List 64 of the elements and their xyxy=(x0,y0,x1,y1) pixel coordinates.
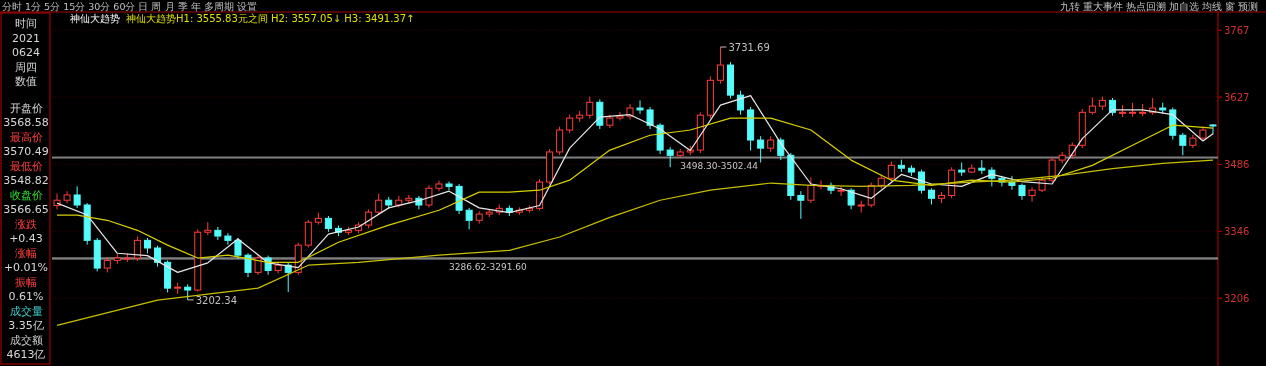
text: 成交额 xyxy=(9,333,43,347)
text: 2021 xyxy=(12,31,40,45)
candlestick xyxy=(73,185,81,209)
candlestick xyxy=(224,232,232,246)
text: 4613亿 xyxy=(6,348,46,361)
text: 开盘价 xyxy=(9,101,43,115)
candlestick xyxy=(214,226,222,241)
candlestick xyxy=(1018,183,1026,201)
text: 收盘价 xyxy=(9,188,43,202)
candlestick xyxy=(1028,186,1036,203)
candlestick xyxy=(847,187,855,210)
candlestick xyxy=(807,177,815,204)
chart-title: 神仙大趋势 xyxy=(70,13,120,24)
line-series xyxy=(56,159,1214,326)
y-tick-label: 3627 xyxy=(1224,92,1250,104)
candlestick xyxy=(646,106,654,130)
y-tick-label: 3767 xyxy=(1224,25,1250,37)
candlestick xyxy=(797,190,805,220)
text: 0.61% xyxy=(8,290,44,303)
text: 振幅 xyxy=(15,275,37,289)
band-label: 3286.62-3291.60 xyxy=(449,261,527,272)
y-tick-label: 3486 xyxy=(1224,159,1250,171)
band-label: 3498.30-3502.44 xyxy=(680,160,759,171)
text: 3566.65 xyxy=(3,203,49,216)
candlestick xyxy=(435,180,443,192)
candlestick xyxy=(445,181,453,191)
annotation: 3731.69 xyxy=(728,42,770,54)
text: 3548.82 xyxy=(3,174,49,187)
candlestick xyxy=(244,252,252,278)
candlestick xyxy=(636,99,644,115)
text: 数值 xyxy=(15,75,37,88)
text: 周四 xyxy=(15,60,37,74)
candlestick xyxy=(324,215,332,233)
text: 3.35亿 xyxy=(8,319,44,332)
text: 最高价 xyxy=(9,130,43,144)
text: 涨跌 xyxy=(15,217,37,231)
candlestick xyxy=(706,75,714,120)
text: 分时 1分 5分 15分 30分 60分 日 周 月 季 年 多周期 设置 xyxy=(2,1,257,12)
text: +0.43 xyxy=(9,232,43,245)
candlestick xyxy=(616,111,624,121)
candlestick xyxy=(716,46,724,85)
candlestick xyxy=(304,219,312,249)
candlestick xyxy=(787,152,795,201)
text: 0624 xyxy=(12,46,40,59)
text: 时间 xyxy=(15,17,37,30)
candlestick xyxy=(63,190,71,204)
y-tick-label: 3206 xyxy=(1224,293,1250,305)
text: 最低价 xyxy=(9,159,43,173)
annotation: 3202.34 xyxy=(195,294,238,306)
candlestick xyxy=(425,184,433,208)
y-tick-label: 3346 xyxy=(1224,226,1250,238)
candlestick xyxy=(928,187,936,206)
candlestick xyxy=(254,254,262,276)
text: 涨幅 xyxy=(15,246,37,260)
candlestick xyxy=(1179,132,1187,156)
text: 九转 重大事件 热点回溯 加自选 均线 窗 预测 xyxy=(1059,1,1258,12)
text: 成交量 xyxy=(9,304,43,318)
candlestick xyxy=(465,207,473,230)
text: 3568.58 xyxy=(3,116,49,129)
text: 3570.49 xyxy=(3,145,49,158)
text: +0.01% xyxy=(3,261,49,274)
chart-subtitle: 神仙大趋势H1: 3555.83元之间 H2: 3557.05↓ H3: 3491.37↑ xyxy=(126,13,415,24)
candlestick xyxy=(53,193,61,210)
candlestick xyxy=(1189,134,1197,149)
